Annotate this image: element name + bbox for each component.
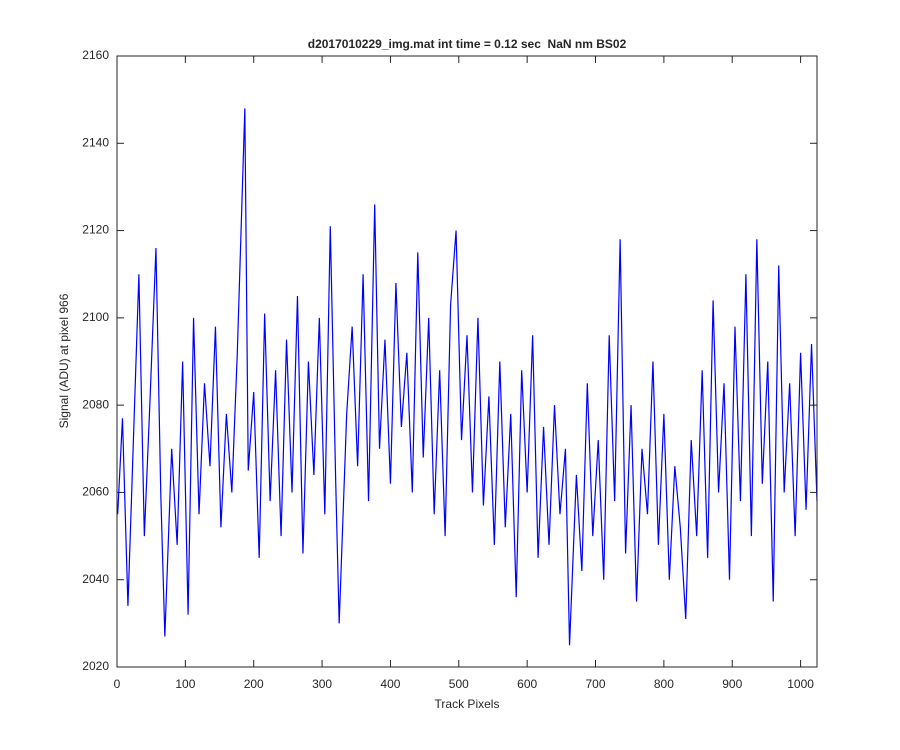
y-tick-label: 2120: [82, 223, 109, 237]
x-tick-label: 700: [586, 677, 606, 691]
y-tick-label: 2100: [82, 310, 109, 324]
y-axis-label: Signal (ADU) at pixel 966: [57, 293, 71, 428]
y-tick-label: 2160: [82, 48, 109, 62]
y-tick-label: 2020: [82, 659, 109, 673]
data-line: [117, 108, 818, 646]
x-tick-label: 100: [175, 677, 195, 691]
chart-title: d2017010229_img.mat int time = 0.12 sec …: [308, 37, 627, 51]
y-tick-label: 2040: [82, 572, 109, 586]
y-tick-label: 2140: [82, 135, 109, 149]
x-tick-label: 0: [114, 677, 121, 691]
x-tick-label: 400: [380, 677, 400, 691]
x-tick-label: 200: [244, 677, 264, 691]
x-tick-label: 1000: [787, 677, 814, 691]
x-tick-label: 800: [654, 677, 674, 691]
x-tick-label: 300: [312, 677, 332, 691]
x-tick-label: 600: [517, 677, 537, 691]
y-tick-label: 2060: [82, 485, 109, 499]
x-tick-label: 900: [722, 677, 742, 691]
x-axis-label: Track Pixels: [435, 697, 500, 711]
plot-box: [116, 55, 818, 668]
x-tick-label: 500: [449, 677, 469, 691]
y-tick-label: 2080: [82, 397, 109, 411]
